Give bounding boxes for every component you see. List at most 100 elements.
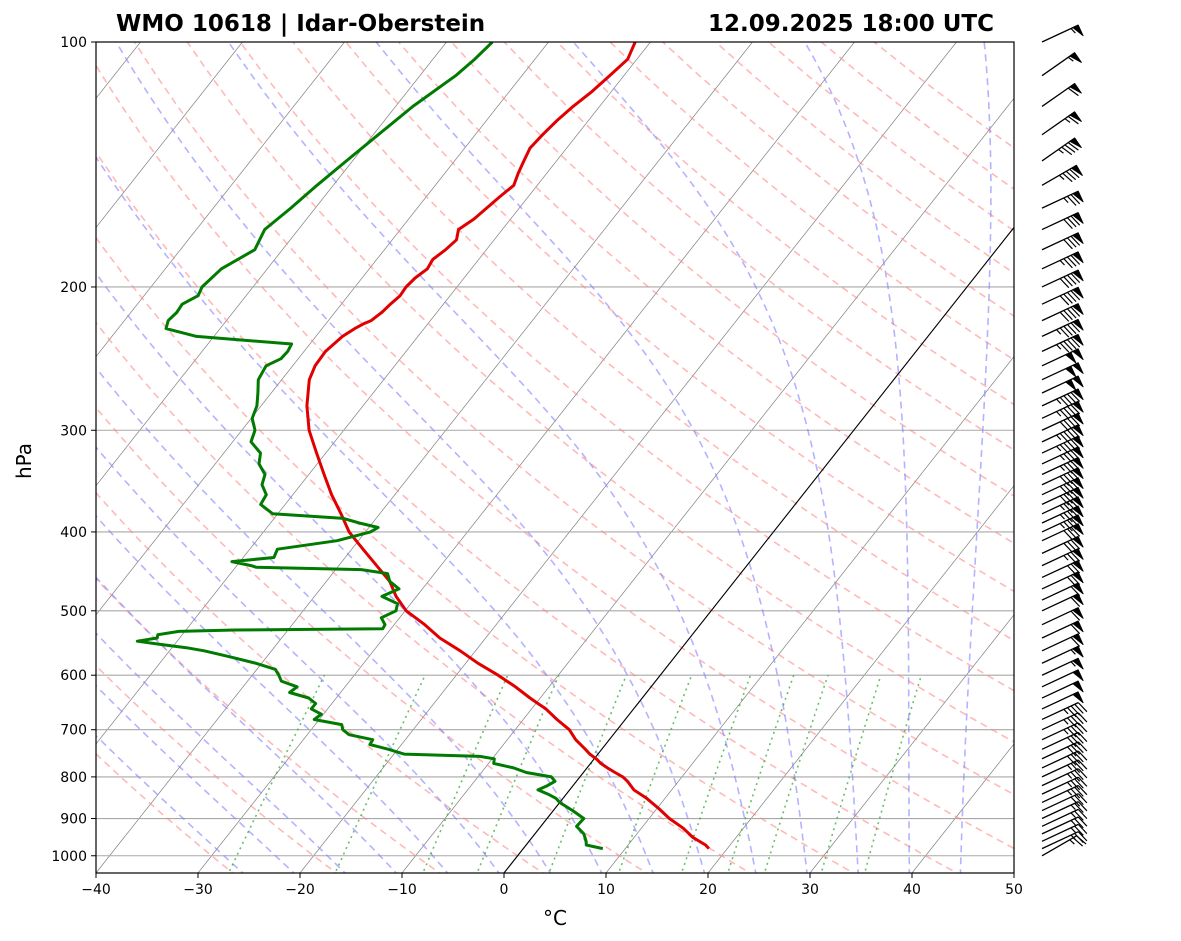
wind-barb-pennant [1070, 164, 1083, 177]
wind-barb-flag [1066, 405, 1077, 417]
wind-barb-flag [1074, 778, 1084, 789]
wind-barb-flag [1066, 417, 1077, 429]
wind-barb-flag [1063, 512, 1073, 523]
wind-barb-pennant [1072, 691, 1084, 704]
dry-adiabat-line [96, 321, 752, 873]
wind-barb-half-flag [1059, 504, 1065, 511]
x-tick-label: 30 [801, 882, 819, 898]
wind-barb [1041, 722, 1088, 741]
wind-barb-flag [1070, 194, 1081, 205]
wind-barb-staff [1041, 593, 1079, 612]
wind-barb-flag [1077, 741, 1088, 752]
y-tick-label: 800 [60, 770, 87, 786]
wind-barb [1041, 808, 1088, 827]
wind-barb [1041, 607, 1084, 626]
y-axis-label: hPa [12, 443, 36, 479]
wind-barb-flag [1070, 744, 1081, 755]
wind-barb-pennant [1072, 269, 1084, 282]
wind-barb-staff [1041, 633, 1079, 652]
wind-barb-pennant [1072, 286, 1084, 299]
wind-barb-flag [1070, 499, 1081, 510]
wind-barb-flag [1070, 416, 1081, 427]
wind-barb [1041, 286, 1084, 306]
wind-barb-flag [1074, 761, 1084, 772]
wind-barb-pennant [1072, 348, 1084, 361]
wind-barb-pennant [1072, 486, 1084, 499]
wind-barb-flag [1070, 725, 1081, 736]
wind-barb-pennant [1069, 52, 1082, 63]
y-axis-ticks: 1000 900 800 700 600 500 400 300 200 100 [51, 35, 96, 865]
wind-barb-staff [1041, 691, 1079, 710]
wind-barb-flag [1066, 519, 1077, 530]
wind-barb-flag [1063, 239, 1073, 250]
wind-barb-half-flag [1056, 445, 1062, 452]
wind-barb-half-flag [1059, 455, 1065, 461]
wind-barb [1041, 645, 1084, 664]
wind-barb-staff [1041, 657, 1079, 676]
wind-barb-pennant [1072, 212, 1084, 224]
wind-barb-flag [1063, 419, 1073, 430]
wind-barb-flag [1074, 769, 1084, 781]
wind-barb-pennant [1072, 593, 1084, 606]
wind-barb-flag [1070, 705, 1081, 716]
wind-barb-half-flag [1070, 804, 1076, 811]
moist-adiabat-line [96, 734, 244, 873]
wind-barb-half-flag [1070, 819, 1076, 826]
wind-barb-flag [1077, 793, 1088, 804]
moist-adiabat-line [96, 366, 552, 873]
y-tick-label: 600 [60, 668, 87, 684]
wind-barb-flag [1066, 256, 1077, 267]
wind-barb-flag [1070, 480, 1081, 491]
moist-adiabat-line [227, 42, 757, 873]
wind-barb-flag [1066, 195, 1077, 206]
wind-barb-pennant [1072, 505, 1084, 518]
mixing-ratio-line [763, 674, 829, 873]
wind-barb-flag [1059, 396, 1070, 408]
wind-barb-staff [1041, 560, 1079, 579]
wind-barb-flag [1059, 485, 1070, 496]
wind-barb [1041, 691, 1084, 710]
wind-barb-pennant [1072, 607, 1084, 619]
wind-barb [1041, 164, 1083, 186]
isotherm-line [96, 42, 345, 358]
wind-barb-pennant [1072, 669, 1084, 682]
wind-barb-flag [1074, 825, 1084, 836]
wind-barb [1041, 318, 1084, 338]
wind-barb-flag [1066, 237, 1077, 248]
wind-barb-staff [1041, 776, 1079, 795]
moist-adiabat-line [959, 42, 992, 873]
dry-adiabat-line [239, 42, 1014, 692]
wind-barb [1041, 348, 1084, 367]
wind-barb-flag [1070, 788, 1081, 799]
wind-barb-flag [1059, 409, 1070, 420]
wind-barb-pennant [1069, 111, 1082, 122]
wind-barb-flag [1066, 393, 1077, 404]
isotherm-line [96, 42, 549, 616]
x-tick-label: −20 [285, 882, 315, 898]
wind-barb-flag [1066, 308, 1077, 319]
wind-barb-flag [1059, 311, 1070, 322]
wind-barb-staff [1041, 620, 1079, 639]
x-axis-label: °C [543, 906, 567, 930]
wind-barb-flag [1064, 144, 1076, 153]
wind-barb-flag [1063, 325, 1073, 336]
wind-barb-pennant [1072, 514, 1084, 527]
moist-adiabat-line [804, 42, 911, 873]
wind-barb [1041, 768, 1088, 787]
wind-barb-staff [1041, 784, 1079, 804]
wind-barb-staff [1041, 759, 1079, 778]
wind-barb [1041, 680, 1084, 699]
plot-area [95, 41, 1015, 874]
wind-barb-half-flag [1070, 649, 1076, 655]
dry-adiabat-line [556, 42, 1014, 406]
wind-barb-half-flag [1063, 197, 1069, 204]
wind-barb-flag [1077, 823, 1088, 835]
isotherm-line [197, 42, 855, 873]
wind-barb-staff [1041, 164, 1077, 186]
wind-barb-flag [1070, 290, 1081, 301]
wind-barb-pennant [1072, 24, 1084, 37]
x-tick-label: −40 [81, 882, 111, 898]
wind-barb-flag [1070, 517, 1081, 529]
wind-barb-flag [1074, 832, 1084, 844]
mixing-ratio-line [820, 674, 882, 873]
